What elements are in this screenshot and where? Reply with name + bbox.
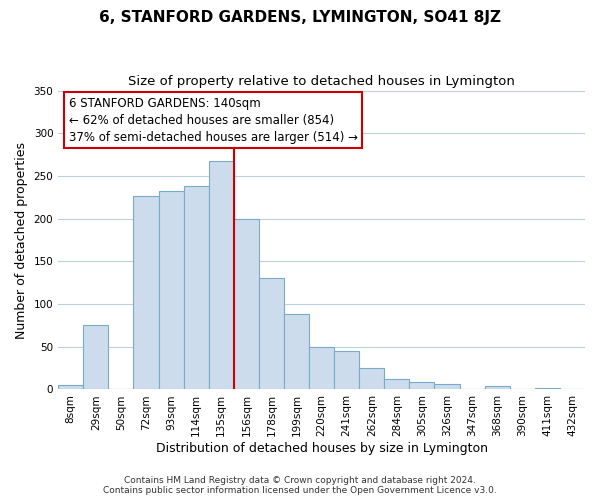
Bar	[334, 351, 359, 390]
Bar	[385, 379, 409, 390]
Bar	[284, 314, 309, 390]
Text: Contains HM Land Registry data © Crown copyright and database right 2024.
Contai: Contains HM Land Registry data © Crown c…	[103, 476, 497, 495]
Text: 6 STANFORD GARDENS: 140sqm
← 62% of detached houses are smaller (854)
37% of sem: 6 STANFORD GARDENS: 140sqm ← 62% of deta…	[69, 96, 358, 144]
Bar	[535, 388, 560, 390]
Bar	[58, 385, 83, 390]
Bar	[209, 160, 234, 390]
Bar	[409, 382, 434, 390]
Bar	[485, 386, 510, 390]
Bar	[434, 384, 460, 390]
Bar	[234, 218, 259, 390]
Bar	[158, 192, 184, 390]
Text: 6, STANFORD GARDENS, LYMINGTON, SO41 8JZ: 6, STANFORD GARDENS, LYMINGTON, SO41 8JZ	[99, 10, 501, 25]
Bar	[83, 326, 109, 390]
Bar	[184, 186, 209, 390]
Bar	[309, 347, 334, 390]
X-axis label: Distribution of detached houses by size in Lymington: Distribution of detached houses by size …	[155, 442, 488, 455]
Bar	[259, 278, 284, 390]
Bar	[359, 368, 385, 390]
Y-axis label: Number of detached properties: Number of detached properties	[15, 142, 28, 338]
Title: Size of property relative to detached houses in Lymington: Size of property relative to detached ho…	[128, 75, 515, 88]
Bar	[133, 196, 158, 390]
